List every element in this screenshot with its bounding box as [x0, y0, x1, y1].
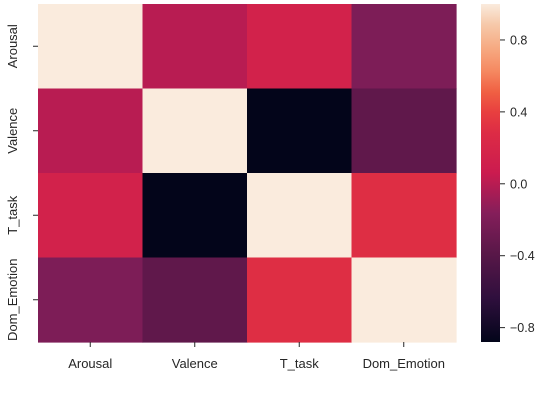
heatmap-cell-dom_emotion-valence	[142, 257, 248, 343]
y-tick-label: Valence	[5, 108, 20, 154]
y-tick-label: T_task	[5, 195, 20, 235]
heatmap-cell-t_task-t_task	[247, 173, 353, 259]
heatmap-cell-t_task-dom_emotion	[351, 173, 457, 259]
heatmap-cell-dom_emotion-t_task	[247, 257, 353, 343]
x-axis: Arousal Valence T_task Dom_Emotion	[68, 342, 445, 371]
x-tick-label: Dom_Emotion	[363, 356, 445, 371]
heatmap-cell-arousal-dom_emotion	[351, 4, 457, 90]
heatmap-cell-dom_emotion-arousal	[38, 257, 144, 343]
colorbar-tick-label: 0.8	[510, 33, 527, 47]
y-tick-label: Arousal	[5, 24, 20, 68]
heatmap-cell-dom_emotion-dom_emotion	[351, 257, 457, 343]
colorbar-tick-label: −0.8	[510, 321, 535, 335]
heatmap-cell-arousal-valence	[142, 4, 248, 90]
heatmap-cell-t_task-valence	[142, 173, 248, 259]
colorbar-tick-label: −0.4	[510, 249, 535, 263]
heatmap-cell-valence-dom_emotion	[351, 88, 457, 174]
heatmap-cell-valence-t_task	[247, 88, 353, 174]
heatmap-cell-valence-valence	[142, 88, 248, 174]
y-tick-label: Dom_Emotion	[5, 259, 20, 341]
colorbar-tick-label: 0.0	[510, 177, 527, 191]
heatmap-cell-valence-arousal	[38, 88, 144, 174]
heatmap-cell-arousal-t_task	[247, 4, 353, 90]
x-tick-label: T_task	[280, 356, 320, 371]
heatmap-cell-t_task-arousal	[38, 173, 144, 259]
heatmap-cell-arousal-arousal	[38, 4, 144, 90]
heatmap-cells	[38, 4, 457, 343]
colorbar: 0.8 0.4 0.0 −0.4 −0.8	[481, 4, 535, 342]
colorbar-tick-label: 0.4	[510, 105, 527, 119]
y-axis: Arousal Valence T_task Dom_Emotion	[5, 24, 38, 341]
x-tick-label: Valence	[172, 356, 218, 371]
x-tick-label: Arousal	[68, 356, 112, 371]
colorbar-gradient	[481, 4, 500, 342]
